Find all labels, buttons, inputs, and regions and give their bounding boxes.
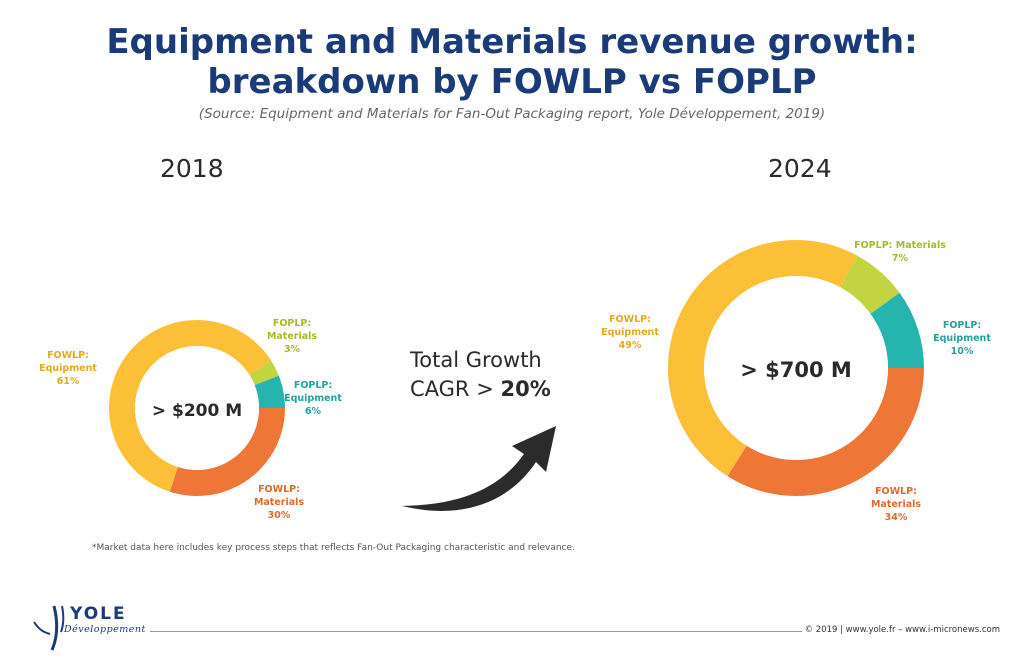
slice-label: FOPLP: Equipment 10%	[933, 320, 991, 357]
slice-label-line: 7%	[892, 253, 909, 264]
donut-slice	[108, 319, 272, 492]
growth-arrow	[402, 426, 556, 511]
footer-credits: © 2019 | www.yole.fr – www.i-micronews.c…	[804, 625, 1000, 635]
title-line-1: Equipment and Materials revenue growth:	[106, 22, 918, 62]
donut-slice	[254, 375, 285, 408]
donut-slice	[727, 368, 924, 496]
donut-slice	[870, 292, 924, 368]
slice-label-line: FOPLP: Materials	[854, 240, 946, 251]
page-title: Equipment and Materials revenue growth: …	[0, 22, 1024, 102]
slice-label: FOPLP: Materials 3%	[267, 318, 317, 355]
slice-label-line: 3%	[284, 344, 301, 355]
chart-title-2018: 2018	[160, 154, 224, 183]
donut-hole	[704, 276, 888, 460]
donut-chart-2024: > $700 M FOWLP: Equipment 49% FOPLP: Materia…	[601, 239, 991, 523]
donut-chart-2018: > $200 M FOWLP: Equipment 61% FOPLP: Material…	[39, 318, 342, 521]
donut-slice	[169, 408, 285, 496]
slice-label-line: FOPLP:	[294, 380, 332, 391]
logo-subtitle: Développement	[64, 624, 146, 635]
slice-label: FOPLP: Materials 7%	[854, 240, 946, 264]
slice-label-line: Materials	[254, 497, 304, 508]
slice-label-line: FOWLP:	[609, 314, 651, 325]
slice-label-line: 6%	[305, 406, 322, 417]
yole-logo-icon	[33, 605, 65, 651]
slice-label-line: FOWLP:	[47, 350, 89, 361]
donut-center-label: > $200 M	[152, 401, 242, 421]
chart-title-2024: 2024	[768, 154, 832, 183]
slice-label-line: 30%	[268, 510, 291, 521]
slice-label-line: 61%	[57, 376, 80, 387]
growth-callout: Total Growth CAGR > 20%	[410, 346, 580, 404]
slice-label-line: Materials	[267, 331, 317, 342]
slice-label-line: FOWLP:	[875, 486, 917, 497]
slice-label-line: FOPLP:	[943, 320, 981, 331]
slice-label-line: 10%	[951, 346, 974, 357]
growth-value: 20%	[500, 377, 551, 401]
slice-label-line: 34%	[885, 512, 908, 523]
donut-slice	[667, 239, 858, 477]
growth-line-2: CAGR > 20%	[410, 375, 580, 404]
slice-label: FOWLP: Materials 30%	[254, 484, 304, 521]
logo-wordmark: YOLE	[70, 604, 127, 624]
source-note: (Source: Equipment and Materials for Fan…	[198, 106, 826, 122]
slice-label-line: Equipment	[933, 333, 991, 344]
slice-label-line: Equipment	[39, 363, 97, 374]
growth-prefix: CAGR >	[410, 377, 501, 401]
footer-divider	[150, 631, 802, 632]
donut-hole	[135, 346, 259, 470]
slice-label: FOPLP: Equipment 6%	[284, 380, 342, 417]
slice-label: FOWLP: Equipment 49%	[601, 314, 659, 351]
slice-label: FOWLP: Materials 34%	[871, 486, 921, 523]
slice-label-line: 49%	[619, 340, 642, 351]
growth-line-1: Total Growth	[410, 348, 542, 372]
donut-center-label: > $700 M	[740, 358, 852, 382]
footnote: *Market data here includes key process s…	[92, 543, 575, 553]
slice-label-line: FOWLP:	[258, 484, 300, 495]
slice-label-line: Materials	[871, 499, 921, 510]
donut-slice	[840, 255, 900, 314]
title-line-2: breakdown by FOWLP vs FOPLP	[207, 62, 817, 102]
donut-slice	[249, 360, 279, 386]
slice-label: FOWLP: Equipment 61%	[39, 350, 97, 387]
slice-label-line: FOPLP:	[273, 318, 311, 329]
slice-label-line: Equipment	[601, 327, 659, 338]
slice-label-line: Equipment	[284, 393, 342, 404]
